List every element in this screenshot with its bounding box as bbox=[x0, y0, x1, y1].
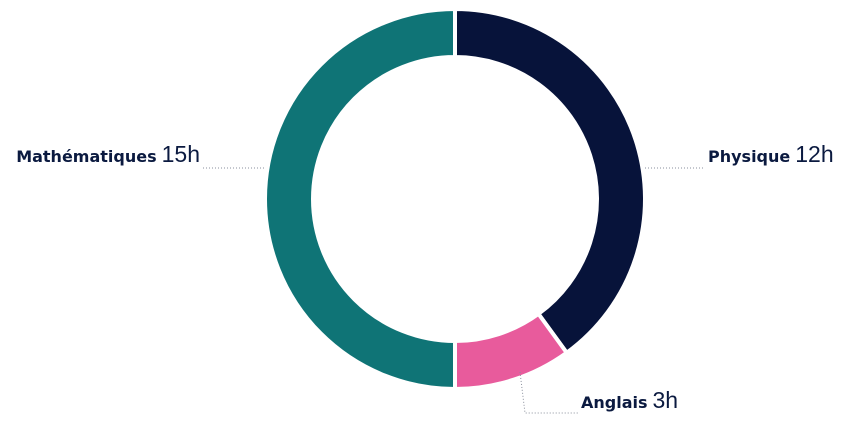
slice-value: 3h bbox=[653, 387, 679, 413]
donut-segment bbox=[453, 6, 647, 356]
slice-name: Mathématiques bbox=[16, 147, 156, 166]
slice-label: Anglais 3h bbox=[581, 387, 678, 413]
slice-name: Anglais bbox=[581, 393, 648, 412]
slice-label: Physique 12h bbox=[708, 141, 834, 167]
slice-name: Physique bbox=[708, 147, 790, 166]
slice-value: 12h bbox=[795, 141, 833, 167]
leader-line bbox=[519, 371, 578, 414]
slice-value: 15h bbox=[162, 141, 200, 167]
donut-segment bbox=[263, 6, 457, 392]
slice-label: Mathématiques 15h bbox=[16, 141, 200, 167]
